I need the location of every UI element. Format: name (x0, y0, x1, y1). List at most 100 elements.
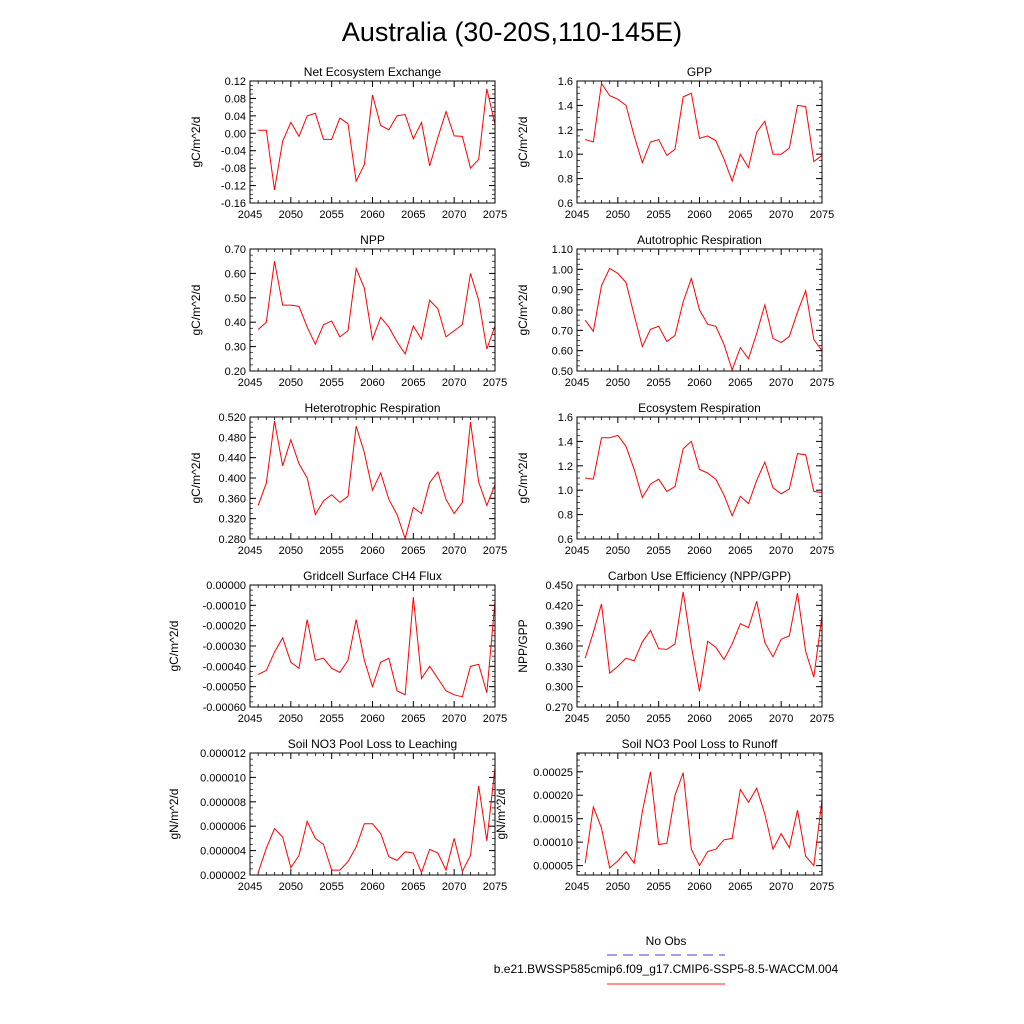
panel-title: Autotrophic Respiration (637, 233, 762, 247)
x-tick-label: 2075 (483, 377, 507, 389)
y-axis-label: gC/m^2/d (189, 453, 203, 504)
y-tick-label: 0.000002 (200, 870, 246, 882)
y-tick-label: 0.270 (545, 702, 573, 714)
y-tick-label: 0.00015 (533, 814, 573, 826)
x-tick-label: 2075 (483, 209, 507, 221)
x-tick-label: 2065 (401, 209, 425, 221)
y-tick-label: 0.420 (545, 600, 573, 612)
x-tick-label: 2070 (769, 209, 793, 221)
y-tick-label: 0.00010 (533, 837, 573, 849)
x-tick-label: 2065 (728, 209, 752, 221)
y-tick-label: 0.00000 (206, 580, 246, 592)
plot-frame (249, 80, 496, 204)
panel-autotrophic-respiration: Autotrophic Respiration gC/m^2/d 2045 2050 2… (516, 233, 834, 389)
y-tick-label: 0.00020 (533, 790, 573, 802)
x-tick-label: 2050 (279, 713, 303, 725)
x-tick-label: 2055 (319, 713, 343, 725)
panel-title: Soil NO3 Pool Loss to Runoff (622, 737, 779, 751)
x-tick-label: 2050 (279, 545, 303, 557)
panel-title: GPP (687, 65, 712, 79)
x-tick-label: 2045 (238, 209, 262, 221)
y-axis-label: gC/m^2/d (189, 117, 203, 168)
plot-frame (576, 248, 823, 372)
x-tick-label: 2070 (769, 881, 793, 893)
plot-frame (249, 416, 496, 540)
x-tick-label: 2060 (687, 377, 711, 389)
y-tick-label: 0.12 (225, 76, 246, 88)
y-tick-label: 0.400 (218, 473, 246, 485)
y-tick-label: 1.6 (558, 76, 573, 88)
y-tick-label: 0.440 (218, 453, 246, 465)
y-tick-label: -0.00050 (203, 682, 246, 694)
y-tick-label: 0.50 (225, 293, 246, 305)
y-tick-label: 1.2 (558, 125, 573, 137)
y-axis-label: gN/m^2/d (167, 789, 181, 840)
y-tick-label: -0.16 (221, 198, 246, 210)
x-tick-label: 2045 (238, 881, 262, 893)
x-tick-label: 2070 (442, 377, 466, 389)
series-line (585, 434, 823, 518)
x-tick-label: 2045 (565, 545, 589, 557)
y-tick-label: 0.6 (558, 198, 573, 210)
y-tick-label: 1.2 (558, 461, 573, 473)
x-tick-label: 2055 (646, 713, 670, 725)
y-tick-label: -0.00060 (203, 702, 246, 714)
y-tick-label: 1.4 (558, 100, 573, 112)
y-axis-label: gC/m^2/d (516, 285, 530, 336)
y-tick-label: 1.10 (552, 244, 573, 256)
y-axis-label: gN/m^2/d (494, 789, 508, 840)
plot-frame (576, 80, 823, 204)
x-tick-label: 2065 (401, 377, 425, 389)
x-tick-label: 2055 (319, 209, 343, 221)
plot-frame (249, 584, 496, 708)
x-tick-label: 2075 (810, 377, 834, 389)
y-tick-label: 0.60 (552, 346, 573, 358)
series-line (258, 88, 496, 191)
x-tick-label: 2060 (687, 881, 711, 893)
y-tick-label: 0.360 (218, 493, 246, 505)
y-tick-label: 0.480 (218, 432, 246, 444)
y-tick-label: 0.000010 (200, 772, 246, 784)
x-tick-label: 2045 (565, 881, 589, 893)
y-tick-label: 0.450 (545, 580, 573, 592)
x-tick-label: 2055 (319, 881, 343, 893)
y-tick-label: 0.00 (225, 128, 246, 140)
plot-frame (576, 752, 823, 876)
x-tick-label: 2045 (238, 377, 262, 389)
y-tick-label: 1.0 (558, 149, 573, 161)
panels: Net Ecosystem Exchange gC/m^2/d 2045 2050 20… (167, 65, 834, 893)
plot-frame (249, 248, 496, 372)
x-tick-label: 2070 (769, 713, 793, 725)
x-tick-label: 2075 (483, 881, 507, 893)
y-tick-label: 1.0 (558, 485, 573, 497)
x-tick-label: 2070 (769, 545, 793, 557)
x-tick-label: 2065 (401, 545, 425, 557)
x-tick-label: 2050 (606, 209, 630, 221)
panel-title: Soil NO3 Pool Loss to Leaching (288, 737, 457, 751)
x-tick-label: 2055 (646, 377, 670, 389)
x-tick-label: 2050 (279, 209, 303, 221)
y-tick-label: -0.12 (221, 181, 246, 193)
x-tick-label: 2070 (442, 713, 466, 725)
y-tick-label: -0.00040 (203, 661, 246, 673)
series-line (257, 420, 496, 541)
x-tick-label: 2055 (646, 881, 670, 893)
x-tick-label: 2060 (360, 713, 384, 725)
x-tick-label: 2065 (401, 713, 425, 725)
panel-gridcell-surface-ch4-flux: Gridcell Surface CH4 Flux gC/m^2/d 2045 205… (167, 569, 507, 725)
y-axis-label: gC/m^2/d (516, 117, 530, 168)
panel-title: Gridcell Surface CH4 Flux (303, 569, 442, 583)
y-tick-label: 0.000006 (200, 821, 246, 833)
x-tick-label: 2070 (769, 377, 793, 389)
y-tick-label: 0.520 (218, 412, 246, 424)
x-tick-label: 2050 (279, 377, 303, 389)
x-tick-label: 2050 (606, 713, 630, 725)
x-tick-label: 2065 (728, 713, 752, 725)
y-tick-label: -0.00010 (203, 600, 246, 612)
x-tick-label: 2060 (360, 209, 384, 221)
x-tick-label: 2065 (728, 545, 752, 557)
y-axis-label: gC/m^2/d (516, 453, 530, 504)
y-tick-label: 0.70 (225, 244, 246, 256)
x-tick-label: 2060 (687, 209, 711, 221)
